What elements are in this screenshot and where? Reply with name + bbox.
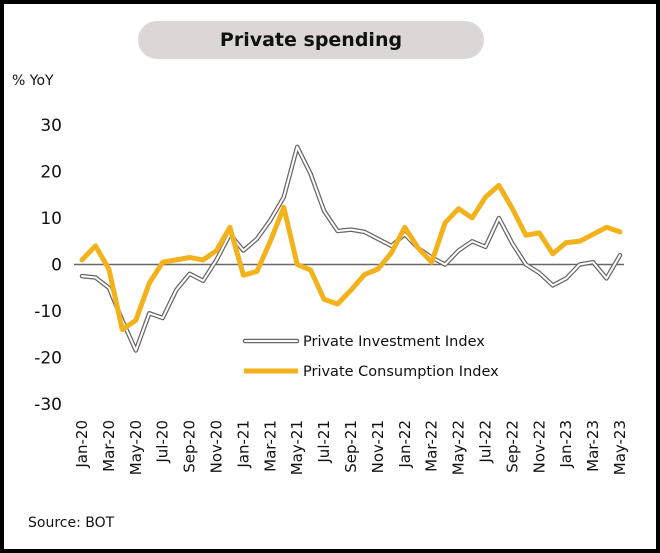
x-tick-label: Jul-22 [477,420,495,464]
x-tick-label: Mar-21 [261,420,279,472]
x-tick-label: Mar-20 [100,420,118,472]
series-line-private-investment-index-inner [81,145,621,352]
series-line-private-investment-index-outline [79,144,623,353]
x-tick-label: Nov-22 [530,420,548,473]
x-tick-label: Jan-23 [557,420,575,469]
x-tick-label: Sep-20 [181,420,199,473]
y-tick-label: -20 [34,349,62,369]
x-tick-label: May-20 [127,420,145,475]
series-line-private-consumption-index [79,182,623,333]
y-tick-label: 30 [40,116,62,136]
y-tick-label: -10 [34,302,62,322]
x-tick-label: Jan-22 [396,420,414,469]
y-tick-label: 0 [51,256,62,276]
x-tick-label: Mar-23 [584,420,602,472]
x-axis-ticks: Jan-20 Mar-20 May-20 Jul-20 Sep-20 Nov-20 Jan-… [73,420,629,475]
x-tick-label: May-23 [611,420,629,475]
x-tick-label: Jan-20 [73,420,91,469]
legend-label: Private Consumption Index [303,364,499,380]
y-tick-label: 20 [40,163,62,183]
x-tick-label: Sep-21 [342,420,360,473]
y-tick-label: 10 [40,209,62,229]
y-tick-label: -30 [34,395,62,415]
chart-title-text: Private spending [219,29,403,51]
chart-title: Private spending [138,21,484,59]
x-tick-label: Jan-21 [234,420,252,469]
x-tick-label: Sep-22 [503,420,521,473]
x-tick-label: Jul-20 [154,420,172,464]
x-tick-label: May-21 [288,420,306,475]
x-tick-label: Nov-21 [369,420,387,473]
y-axis-ticks: 30 20 10 0 -10 -20 -30 [34,116,62,415]
x-tick-label: Mar-22 [423,420,441,472]
legend-label: Private Investment Index [303,334,485,350]
x-tick-label: May-22 [450,420,468,475]
x-tick-label: Nov-20 [208,420,226,473]
x-tick-label: Jul-21 [315,420,333,464]
source-note: Source: BOT [28,515,115,531]
y-axis-label: % YoY [12,73,54,89]
legend: Private Investment Index Private Consumpt… [242,334,499,380]
series-layer [79,144,623,353]
